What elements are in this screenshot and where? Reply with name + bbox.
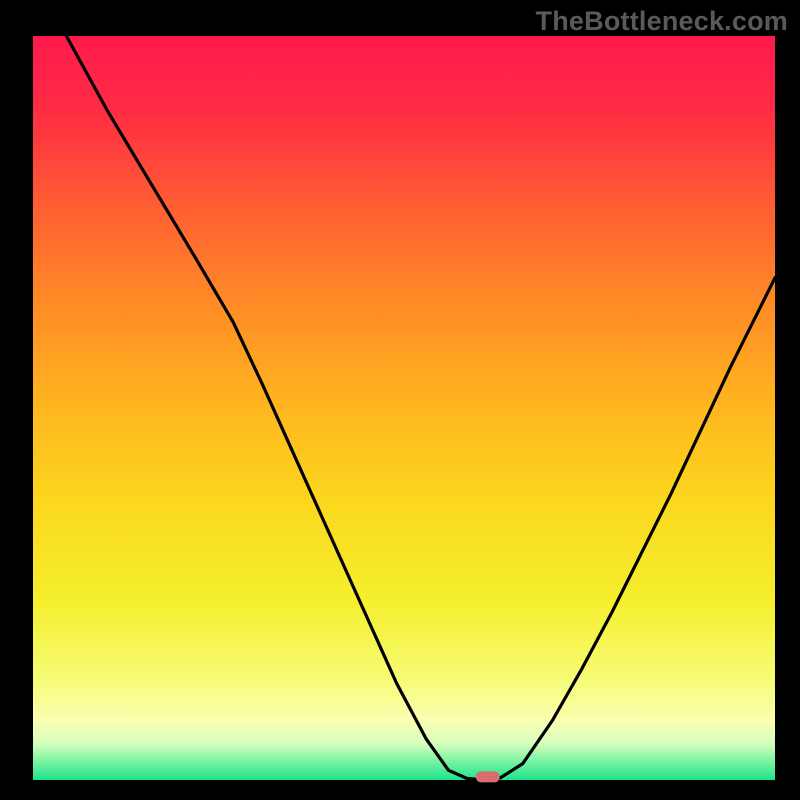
curve-path	[66, 36, 775, 780]
plot-area	[33, 36, 775, 780]
chart-frame: TheBottleneck.com	[0, 0, 800, 800]
bottleneck-curve	[33, 36, 775, 780]
watermark-text: TheBottleneck.com	[536, 6, 788, 37]
optimal-point-marker	[476, 771, 500, 782]
